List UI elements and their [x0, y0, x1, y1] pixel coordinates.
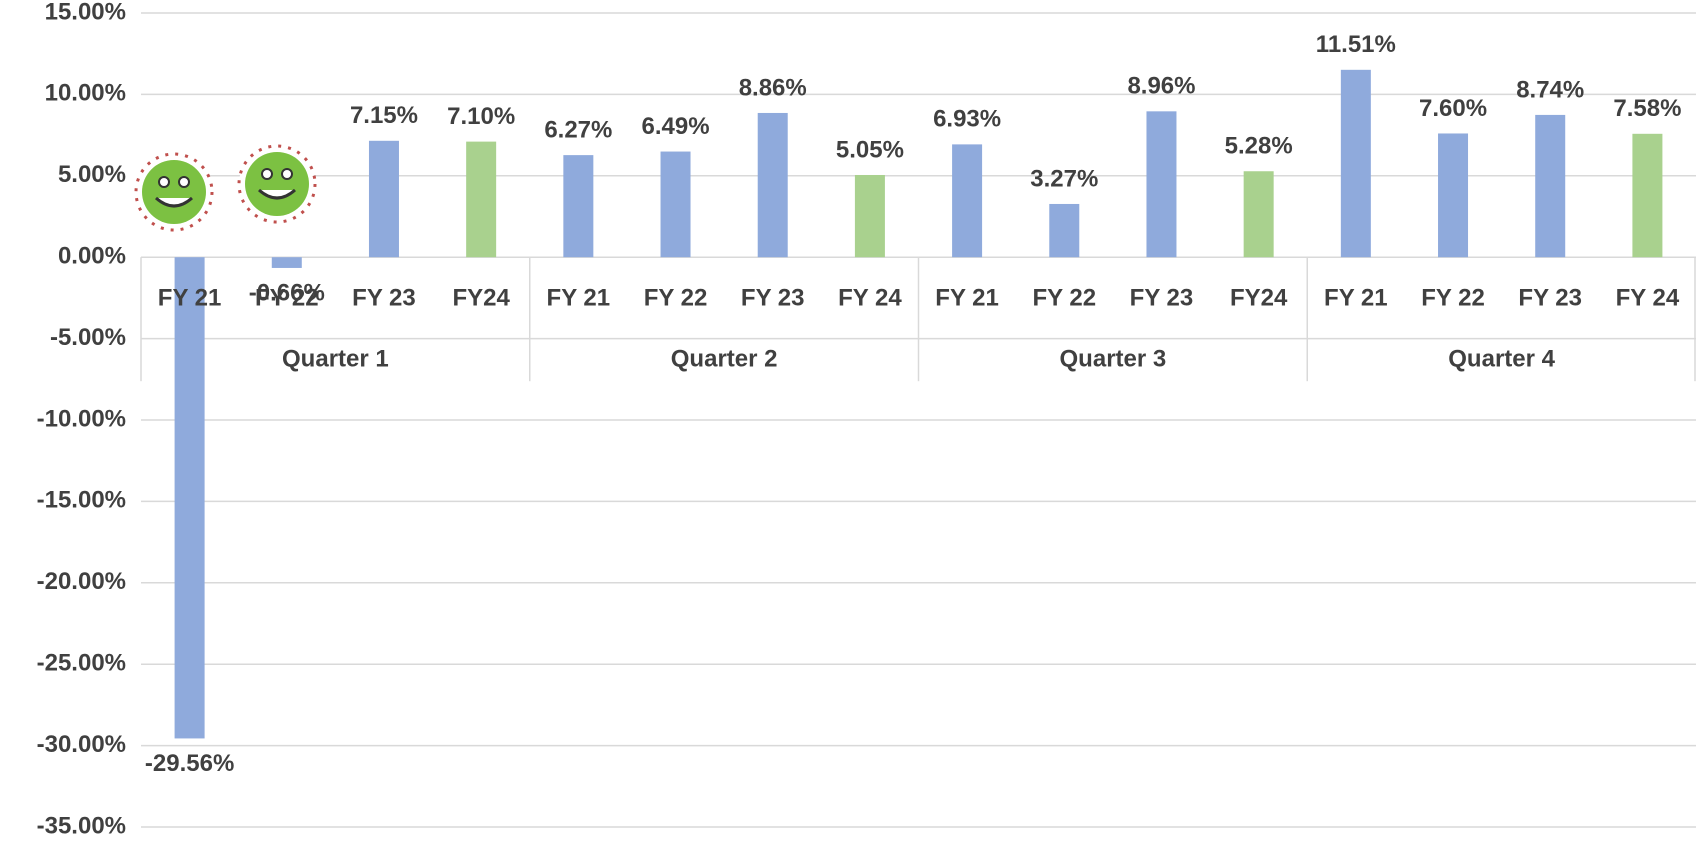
y-tick-label: -30.00% — [37, 731, 126, 758]
x-tick-label: FY 22 — [1421, 285, 1485, 312]
bar — [1438, 133, 1469, 258]
bar — [1535, 114, 1566, 258]
data-label: 7.60% — [1419, 95, 1487, 122]
x-tick-label: FY 23 — [352, 285, 416, 312]
y-tick-label: -10.00% — [37, 405, 126, 432]
x-tick-label: FY 24 — [838, 285, 902, 312]
y-tick-label: 10.00% — [45, 80, 126, 107]
data-label: 8.86% — [739, 74, 807, 101]
data-label: -0.66% — [249, 279, 325, 306]
bar — [1632, 133, 1663, 258]
x-tick-label: FY 24 — [1616, 285, 1680, 312]
x-tick-label: FY 22 — [644, 285, 708, 312]
group-label: Quarter 2 — [671, 346, 778, 373]
y-tick-label: 0.00% — [58, 243, 126, 270]
x-tick-label: FY 21 — [547, 285, 611, 312]
data-label: 6.27% — [544, 116, 612, 143]
data-label: 8.74% — [1516, 76, 1584, 103]
data-label: 3.27% — [1030, 165, 1098, 192]
data-label: 11.51% — [1316, 31, 1396, 58]
x-tick-label: FY 21 — [158, 285, 222, 312]
bar — [952, 144, 983, 258]
x-tick-label: FY 23 — [1130, 285, 1194, 312]
virus-icon — [237, 144, 317, 224]
bar — [1146, 111, 1177, 258]
data-label: 6.49% — [642, 113, 710, 140]
bar — [563, 155, 594, 258]
x-tick-label: FY 21 — [935, 285, 999, 312]
bar — [854, 174, 885, 258]
group-label: Quarter 4 — [1448, 346, 1555, 373]
bar — [368, 140, 399, 258]
data-label: 7.58% — [1613, 95, 1681, 122]
y-tick-label: -20.00% — [37, 568, 126, 595]
data-label: 7.15% — [350, 102, 418, 129]
virus-icon — [134, 152, 214, 232]
bar — [1049, 203, 1080, 258]
x-tick-label: FY 22 — [1032, 285, 1096, 312]
data-label: 7.10% — [447, 103, 515, 130]
x-tick-label: FY 21 — [1324, 285, 1388, 312]
y-tick-label: -5.00% — [50, 324, 126, 351]
y-tick-label: -35.00% — [37, 812, 126, 839]
y-tick-label: 15.00% — [45, 0, 126, 25]
bar — [757, 112, 788, 258]
data-label: -29.56% — [145, 750, 234, 777]
bar — [174, 257, 205, 739]
bar — [1340, 69, 1371, 258]
x-tick-label: FY24 — [1230, 285, 1288, 312]
x-tick-label: FY 22 — [255, 285, 319, 312]
y-tick-label: -15.00% — [37, 487, 126, 514]
bar — [1243, 171, 1274, 258]
x-tick-label: FY24 — [452, 285, 510, 312]
y-tick-label: -25.00% — [37, 650, 126, 677]
x-tick-label: FY 23 — [1518, 285, 1582, 312]
y-tick-label: 5.00% — [58, 161, 126, 188]
x-tick-label: FY 23 — [741, 285, 805, 312]
data-label: 8.96% — [1127, 73, 1195, 100]
group-label: Quarter 3 — [1060, 346, 1167, 373]
bar — [271, 257, 302, 268]
group-label: Quarter 1 — [282, 346, 389, 373]
bar — [660, 151, 691, 258]
data-label: 5.28% — [1225, 133, 1293, 160]
data-label: 6.93% — [933, 106, 1001, 133]
data-label: 5.05% — [836, 136, 904, 163]
bar — [466, 141, 497, 258]
